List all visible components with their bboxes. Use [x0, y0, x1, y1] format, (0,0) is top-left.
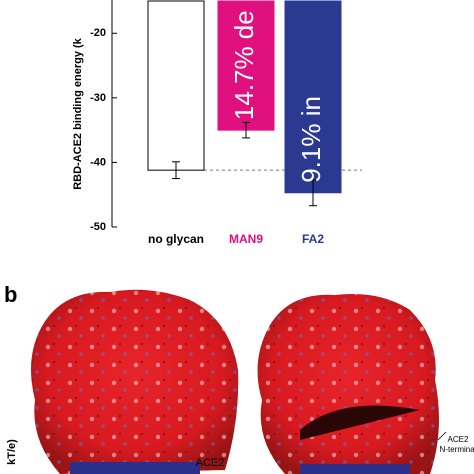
bar: [217, 0, 275, 131]
category-label: MAN9: [229, 232, 263, 246]
y-tick-label: -30: [90, 92, 106, 104]
y-tick-label: -40: [90, 156, 106, 168]
y-tick-label: -20: [90, 27, 106, 39]
pointer: [437, 431, 447, 441]
bar-chart: -20 -30 -40 -50 no glycan MAN9 14.7% de FA2 9.1%…: [90, 0, 362, 246]
protein-left: [31, 289, 239, 474]
panel-label: b: [4, 282, 17, 307]
nterm-label: N-terminal: [440, 445, 474, 454]
category-label: no glycan: [148, 232, 204, 246]
y-tick-label: -50: [90, 221, 106, 233]
y-axis-label: RBD-ACE2 binding energy (k: [72, 37, 84, 189]
bar-text: 9.1% in: [296, 96, 326, 183]
bar: [284, 0, 342, 194]
protein-right: [257, 294, 439, 474]
colorbar-label: kT/e): [6, 439, 18, 465]
ace2-label: ACE2: [196, 457, 225, 469]
category-label: FA2: [302, 232, 324, 246]
bar-text: 14.7% de: [229, 10, 259, 120]
nterm-label: ACE2: [448, 435, 469, 444]
bar: [147, 0, 205, 171]
